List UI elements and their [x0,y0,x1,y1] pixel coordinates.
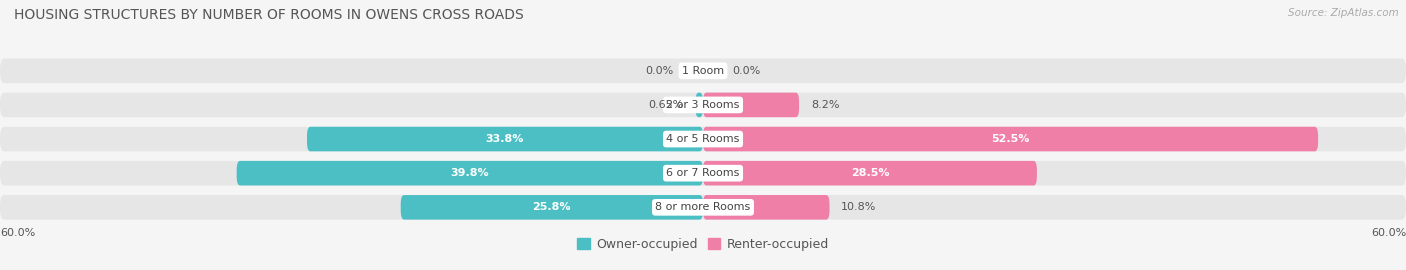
Text: 39.8%: 39.8% [450,168,489,178]
Text: 8.2%: 8.2% [811,100,839,110]
Text: 60.0%: 60.0% [1371,228,1406,238]
Legend: Owner-occupied, Renter-occupied: Owner-occupied, Renter-occupied [572,233,834,256]
Text: 0.0%: 0.0% [733,66,761,76]
FancyBboxPatch shape [0,161,1406,185]
FancyBboxPatch shape [703,161,1038,185]
Text: 0.0%: 0.0% [645,66,673,76]
Text: 10.8%: 10.8% [841,202,876,212]
FancyBboxPatch shape [307,127,703,151]
Text: 4 or 5 Rooms: 4 or 5 Rooms [666,134,740,144]
Text: 6 or 7 Rooms: 6 or 7 Rooms [666,168,740,178]
FancyBboxPatch shape [0,127,1406,151]
Text: 8 or more Rooms: 8 or more Rooms [655,202,751,212]
FancyBboxPatch shape [401,195,703,220]
Text: HOUSING STRUCTURES BY NUMBER OF ROOMS IN OWENS CROSS ROADS: HOUSING STRUCTURES BY NUMBER OF ROOMS IN… [14,8,524,22]
FancyBboxPatch shape [696,93,703,117]
Text: 1 Room: 1 Room [682,66,724,76]
FancyBboxPatch shape [0,195,1406,220]
Text: 25.8%: 25.8% [533,202,571,212]
FancyBboxPatch shape [703,93,799,117]
Text: 28.5%: 28.5% [851,168,889,178]
Text: 2 or 3 Rooms: 2 or 3 Rooms [666,100,740,110]
Text: 0.65%: 0.65% [648,100,683,110]
Text: Source: ZipAtlas.com: Source: ZipAtlas.com [1288,8,1399,18]
FancyBboxPatch shape [236,161,703,185]
Text: 60.0%: 60.0% [0,228,35,238]
FancyBboxPatch shape [703,127,1319,151]
FancyBboxPatch shape [703,195,830,220]
FancyBboxPatch shape [0,59,1406,83]
Text: 33.8%: 33.8% [486,134,524,144]
Text: 52.5%: 52.5% [991,134,1029,144]
FancyBboxPatch shape [0,93,1406,117]
